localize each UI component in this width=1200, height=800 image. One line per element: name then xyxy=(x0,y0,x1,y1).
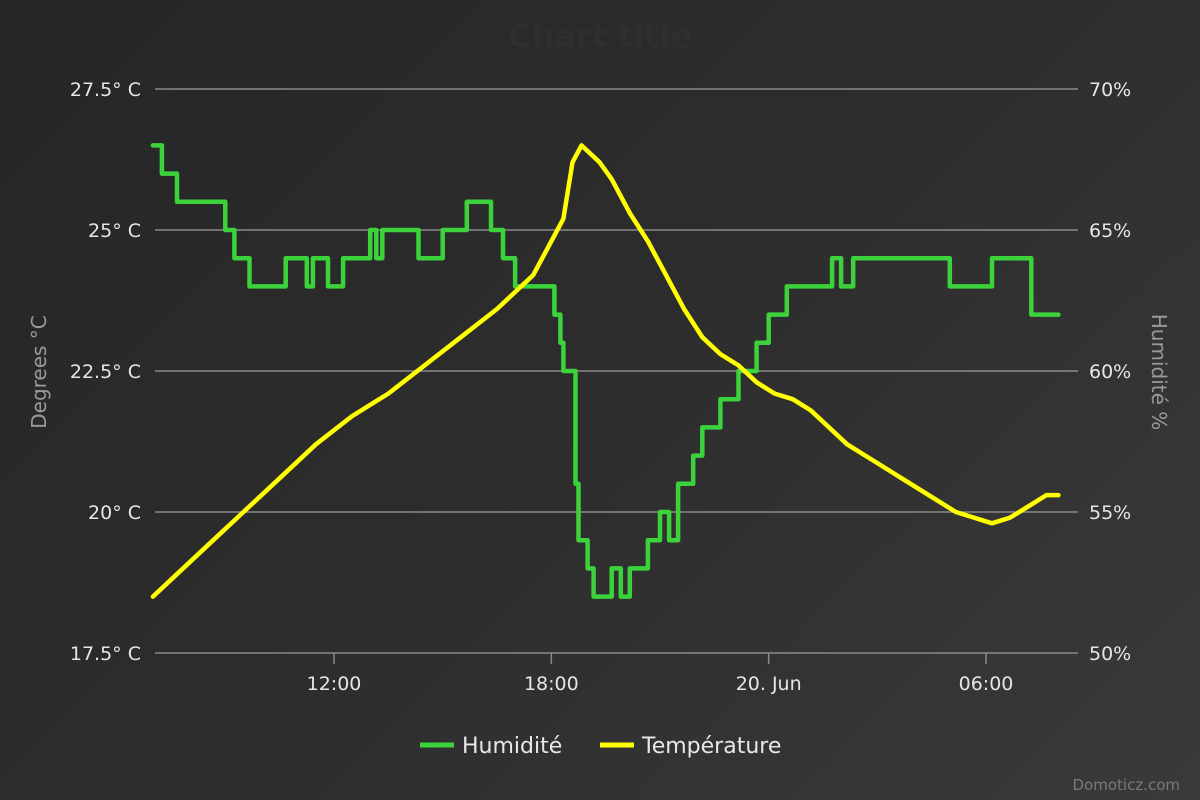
x-axis: 12:00 18:00 20. Jun 06:00 xyxy=(307,653,1014,695)
y-axis-right-title: Humidité % xyxy=(1147,314,1171,431)
x-tick-label: 18:00 xyxy=(524,673,579,695)
y-right-tick-label: 65% xyxy=(1089,220,1131,242)
y-right-tick-label: 50% xyxy=(1089,643,1131,665)
y-axis-left-title: Degrees °C xyxy=(27,315,51,429)
y-right-tick-label: 55% xyxy=(1089,502,1131,524)
y-left-tick-label: 25° C xyxy=(88,220,141,242)
y-left-tick-label: 17.5° C xyxy=(70,643,141,665)
grid-layer xyxy=(155,88,1078,654)
y-left-tick-label: 20° C xyxy=(88,502,141,524)
series-layer xyxy=(150,143,1061,599)
x-tick-label: 12:00 xyxy=(307,673,362,695)
credits-link[interactable]: Domoticz.com xyxy=(1073,776,1181,794)
series-line-humidité[interactable] xyxy=(150,143,1061,599)
chart-title: Chart title xyxy=(508,17,692,55)
series-line-température[interactable] xyxy=(150,143,1061,599)
legend: Humidité Température xyxy=(420,734,781,759)
legend-label: Température xyxy=(641,734,781,759)
legend-label: Humidité xyxy=(462,734,562,759)
y-right-tick-label: 60% xyxy=(1089,361,1131,383)
legend-item[interactable]: Température xyxy=(600,734,781,759)
y-axis-left-labels: 17.5° C 20° C 22.5° C 25° C 27.5° C xyxy=(70,79,141,665)
x-tick-label: 06:00 xyxy=(959,673,1014,695)
y-left-tick-label: 22.5° C xyxy=(70,361,141,383)
y-right-tick-label: 70% xyxy=(1089,79,1131,101)
y-left-tick-label: 27.5° C xyxy=(70,79,141,101)
legend-item[interactable]: Humidité xyxy=(420,734,562,759)
x-tick-label: 20. Jun xyxy=(736,673,802,695)
y-axis-right-labels: 50% 55% 60% 65% 70% xyxy=(1089,79,1131,665)
